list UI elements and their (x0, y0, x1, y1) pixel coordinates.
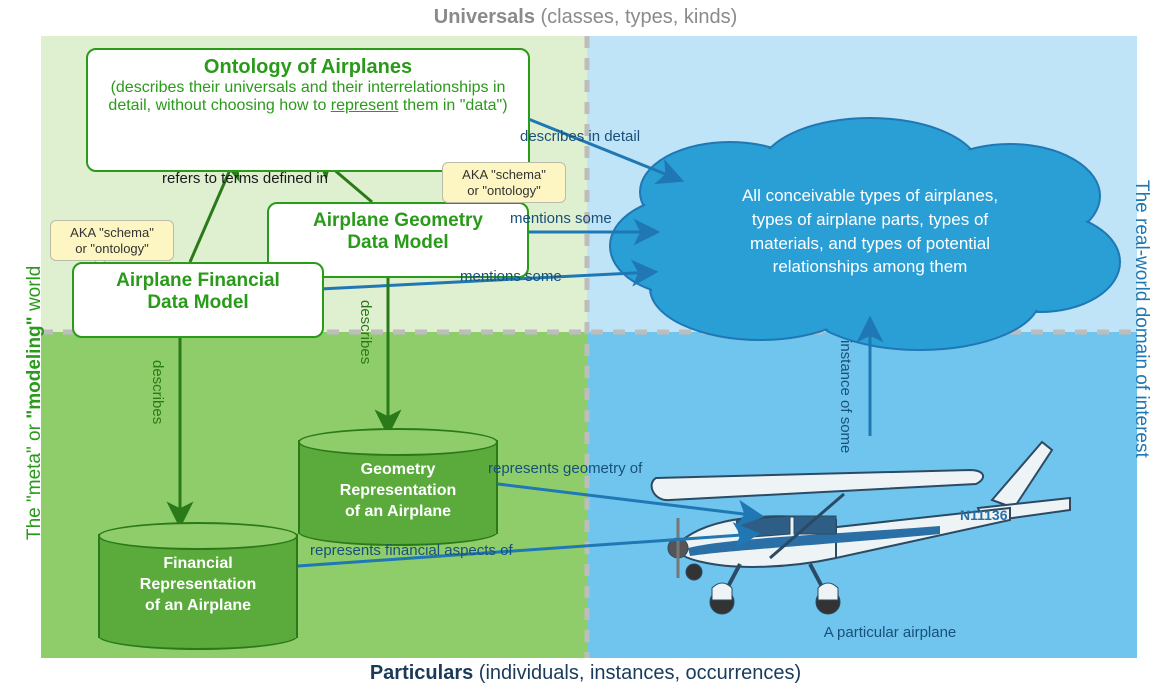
airplane-caption: A particular airplane (780, 624, 1000, 641)
cloud-l1: All conceivable types of airplanes, (690, 184, 1050, 208)
callout-financial-aka: AKA "schema" or "ontology" (50, 220, 174, 261)
cloud-l3: materials, and types of potential (690, 232, 1050, 256)
node-ontology-box: Ontology of Airplanes (describes their u… (86, 48, 530, 172)
axis-top-sub: (classes, types, kinds) (535, 6, 737, 28)
axis-left-post: world (24, 266, 45, 317)
edge-label-desc_fin: describes (149, 360, 166, 424)
edge-label-rep_geom: represents geometry of (488, 460, 642, 477)
callout-financial-aka-l1: AKA "schema" (57, 225, 167, 241)
node-financial-model-l2: Data Model (84, 292, 312, 314)
callout-geometry-aka-l2: or "ontology" (449, 183, 559, 199)
node-ontology-desc: (describes their universals and their in… (98, 79, 518, 115)
axis-left-bold: "modeling" (24, 316, 45, 418)
axis-top: Universals (classes, types, kinds) (0, 6, 1171, 29)
cloud-l2: types of airplane parts, types of (690, 208, 1050, 232)
callout-geometry-aka-l1: AKA "schema" (449, 167, 559, 183)
edge-label-desc_geom: describes (357, 300, 374, 364)
node-financial-model: Airplane Financial Data Model (72, 262, 324, 338)
node-ontology-title: Ontology of Airplanes (98, 56, 518, 79)
edge-label-instance: instance of some (837, 340, 854, 453)
cyl-geom-l3: of an Airplane (306, 502, 490, 523)
callout-geometry-aka: AKA "schema" or "ontology" (442, 162, 566, 203)
cyl-geom-l1: Geometry (306, 460, 490, 481)
cyl-fin-l3: of an Airplane (106, 596, 290, 617)
svg-text:N11136: N11136 (960, 507, 1008, 523)
callout-financial-aka-l2: or "ontology" (57, 241, 167, 257)
axis-left: The "meta" or "modeling" world (24, 266, 46, 540)
cloud-l4: relationships among them (690, 255, 1050, 279)
axis-right-text: The real-world domain of interest (1131, 180, 1152, 458)
axis-top-main: Universals (434, 6, 535, 28)
cyl-geom-l2: Representation (306, 481, 490, 502)
node-financial-model-l1: Airplane Financial (84, 270, 312, 292)
cyl-fin-l1: Financial (106, 554, 290, 575)
axis-left-pre: The "meta" or (24, 419, 45, 540)
cyl-fin-l2: Representation (106, 575, 290, 596)
diagram-stage: N11136 Universals (classes, types, kinds… (0, 0, 1171, 692)
node-geometry-model-l1: Airplane Geometry (279, 210, 517, 232)
cylinder-geometry-label: Geometry Representation of an Airplane (298, 460, 498, 522)
edge-label-mentions1: mentions some (510, 210, 612, 227)
axis-bottom-main: Particulars (370, 662, 473, 684)
edge-label-refersto: refers to terms defined in (162, 170, 328, 187)
edge-label-desc_detail: describes in detail (520, 128, 640, 145)
axis-bottom: Particulars (individuals, instances, occ… (0, 662, 1171, 685)
cylinder-geometry-representation: Geometry Representation of an Airplane (298, 428, 498, 546)
edge-label-mentions2: mentions some (460, 268, 562, 285)
axis-right: The real-world domain of interest (1130, 180, 1152, 458)
cylinder-financial-label: Financial Representation of an Airplane (98, 554, 298, 616)
axis-bottom-sub: (individuals, instances, occurrences) (473, 662, 801, 684)
cloud-text: All conceivable types of airplanes, type… (690, 184, 1050, 279)
edge-label-rep_fin: represents financial aspects of (310, 542, 513, 559)
node-geometry-model-l2: Data Model (279, 232, 517, 254)
cylinder-financial-representation: Financial Representation of an Airplane (98, 522, 298, 650)
